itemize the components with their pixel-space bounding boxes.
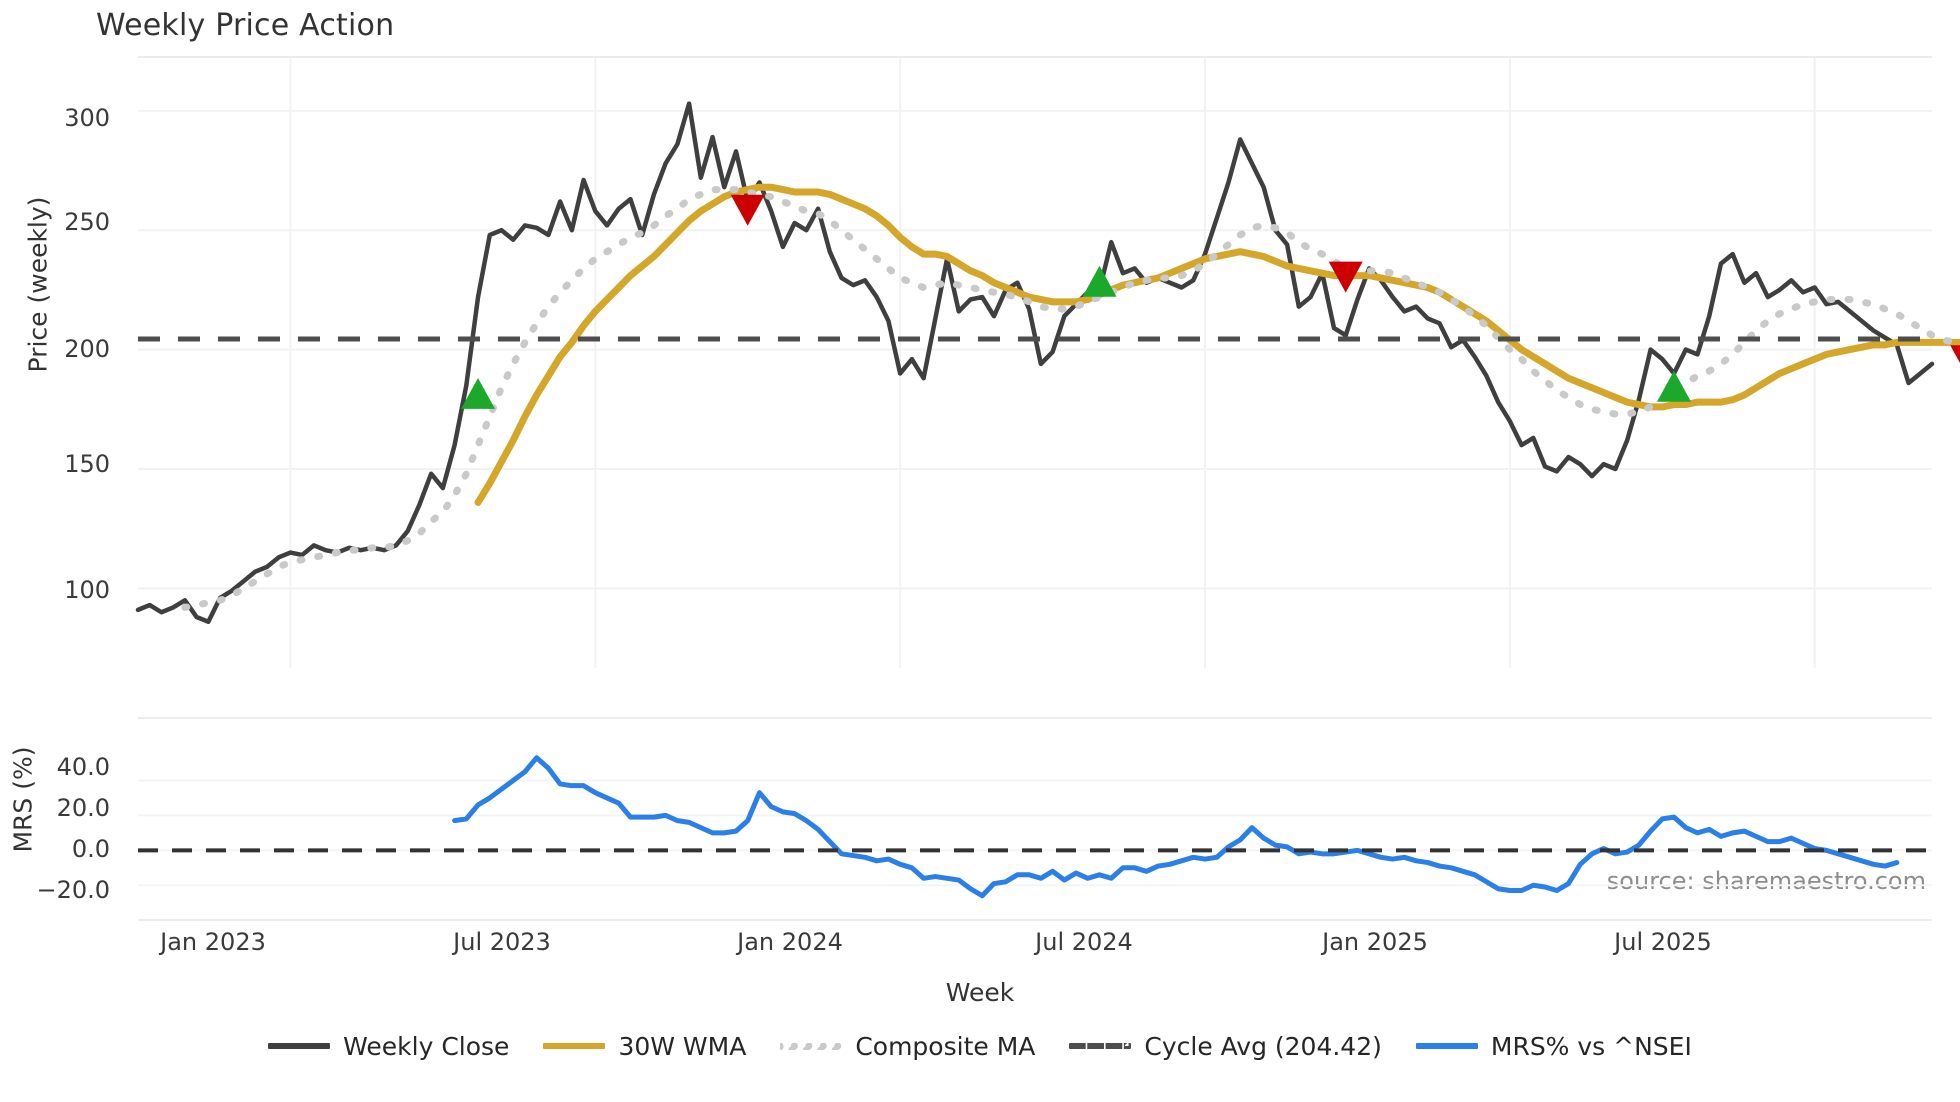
legend-label-mrs: MRS% vs ^NSEI: [1490, 1031, 1692, 1061]
legend-label-composite-ma: Composite MA: [855, 1031, 1036, 1061]
legend-label-cycle-avg: Cycle Avg (204.42): [1144, 1031, 1382, 1061]
legend-item-mrs[interactable]: MRS% vs ^NSEI: [1415, 1031, 1692, 1061]
price-gridlines: [138, 56, 1932, 668]
legend-swatch-cycle-avg: [1069, 1043, 1132, 1049]
legend-swatch-weekly-close: [268, 1043, 331, 1049]
xtick-jan-2023: Jan 2023: [160, 928, 266, 956]
legend-item-weekly-close[interactable]: Weekly Close: [268, 1032, 509, 1061]
price-ytick-250: 250: [64, 208, 110, 236]
buy-signal-marker: [1082, 265, 1117, 297]
mrs-ytick-20: 20.0: [56, 794, 110, 822]
legend-swatch-mrs: [1415, 1043, 1478, 1049]
buy-signal-marker: [461, 378, 495, 409]
legend-label-30w-wma: 30W WMA: [618, 1031, 747, 1061]
mrs-series-group: [138, 755, 1932, 899]
mrs-ytick-neg20: −20.0: [36, 876, 110, 904]
mrs-ytick-0: 0.0: [71, 835, 110, 863]
price-ytick-200: 200: [64, 335, 110, 363]
buy-signal-marker: [1657, 370, 1691, 402]
legend-swatch-30w-wma: [543, 1043, 606, 1049]
signal-markers-group: [461, 194, 1960, 409]
price-ytick-300: 300: [64, 104, 110, 132]
xtick-jan-2024: Jan 2024: [737, 928, 843, 956]
legend-item-30w-wma[interactable]: 30W WMA: [543, 1032, 746, 1061]
xtick-jul-2023: Jul 2023: [453, 928, 551, 956]
price-ytick-150: 150: [64, 450, 110, 478]
legend-item-cycle-avg[interactable]: Cycle Avg (204.42): [1069, 1032, 1382, 1061]
legend-swatch-composite-ma: [780, 1042, 843, 1050]
legend-item-composite-ma[interactable]: Composite MA: [780, 1032, 1035, 1061]
x-axis-label: Week: [945, 978, 1015, 1007]
chart-legend: Weekly Close 30W WMA Composite MA Cycle …: [0, 1022, 1960, 1070]
price-series-group: [135, 101, 1960, 625]
sell-signal-marker: [730, 194, 765, 226]
source-attribution: source: sharemaestro.com: [1606, 867, 1926, 895]
xtick-jul-2025: Jul 2025: [1614, 928, 1712, 956]
page-title: Weekly Price Action: [96, 8, 395, 43]
sell-signal-marker: [1328, 261, 1363, 293]
mrs-gridlines: [138, 717, 1932, 921]
price-ytick-100: 100: [64, 576, 110, 604]
sell-signal-marker: [1950, 345, 1960, 364]
xtick-jan-2025: Jan 2025: [1322, 928, 1428, 956]
legend-label-weekly-close: Weekly Close: [343, 1031, 510, 1061]
xtick-jul-2024: Jul 2024: [1035, 928, 1133, 956]
mrs-ytick-40: 40.0: [56, 753, 110, 781]
